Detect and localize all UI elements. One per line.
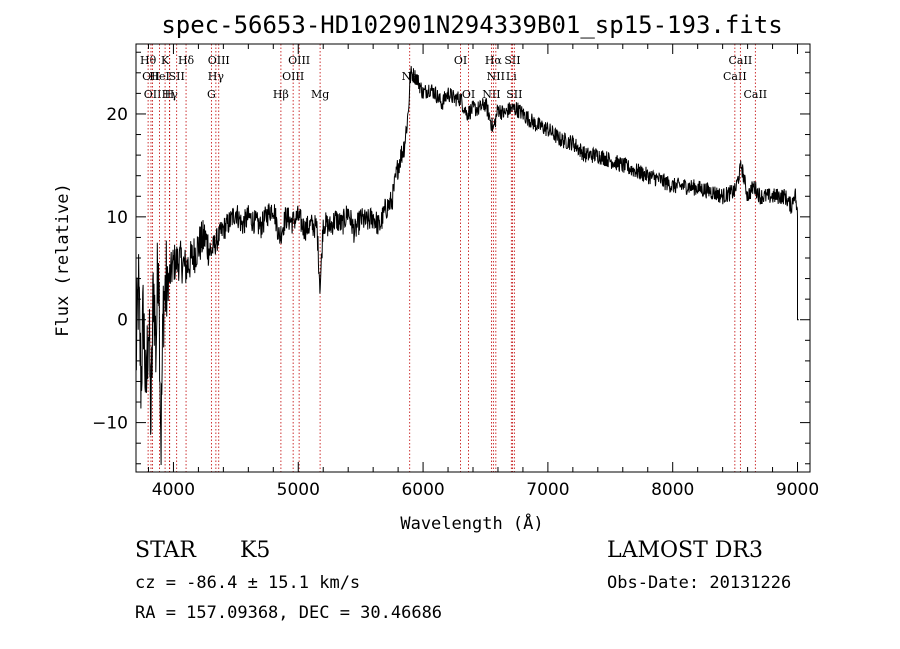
y-tick-label: 10 [106, 208, 128, 228]
observation-date: Obs-Date: 20131226 [607, 573, 792, 593]
spectral-line-label: CaII [723, 70, 747, 83]
emission-line-markers: HθOIIOIIHeIKHγHSIIHδGHγOIIIHβOIIIOIIIMgN… [140, 44, 767, 472]
spectral-line-label: Hβ [273, 88, 289, 101]
y-tick-label: 20 [106, 105, 128, 125]
spectral-line-label: OII [144, 88, 162, 101]
spectral-line-label: OIII [288, 54, 310, 67]
y-axis-label: Flux (relative) [53, 183, 73, 337]
y-tick-label: 0 [117, 311, 128, 331]
ra-dec-coordinates: RA = 157.09368, DEC = 30.46686 [135, 603, 443, 623]
chart-title: spec-56653-HD102901N294339B01_sp15-193.f… [161, 11, 782, 39]
spectral-line-label: Hδ [178, 54, 195, 67]
spectral-line-label: SII [169, 70, 185, 83]
spectral-line-label: SII [504, 54, 520, 67]
redshift-velocity: cz = -86.4 ± 15.1 km/s [135, 573, 361, 593]
axes: 4000 5000 6000 7000 8000 9000 −10 0 10 20 [92, 44, 819, 500]
spectral-line-label: OI [454, 54, 467, 67]
x-tick-label: 4000 [152, 480, 195, 500]
x-tick-label: 9000 [776, 480, 819, 500]
spectral-line-label: Hθ [140, 54, 157, 67]
x-axis-label: Wavelength (Å) [400, 512, 543, 534]
spectral-line-label: Li [506, 70, 517, 83]
spectral-line-label: Hγ [208, 70, 225, 83]
plot-frame [135, 43, 811, 473]
spectral-line-label: CaII [743, 88, 767, 101]
spectral-line-label: OIII [208, 54, 230, 67]
spectral-line-label: HeI [149, 70, 169, 83]
x-tick-label: 8000 [651, 480, 694, 500]
spectrum-line [135, 66, 799, 466]
spectrum-series [135, 66, 799, 466]
spectral-line-label: Mg [311, 88, 329, 101]
survey-name: LAMOST DR3 [607, 538, 763, 563]
y-tick-label: −10 [92, 414, 128, 434]
spectral-line-label: OII [142, 70, 160, 83]
spectral-line-label: OI [462, 88, 475, 101]
spectral-line-label: SII [506, 88, 522, 101]
spectral-line-label: NII [482, 88, 500, 101]
spectral-line-label: Hα [485, 54, 503, 67]
x-tick-label: 5000 [277, 480, 320, 500]
spectral-line-label: G [207, 88, 216, 101]
object-subclass: K5 [240, 538, 271, 563]
object-class: STAR [135, 538, 196, 563]
spectral-line-label: NII [487, 70, 505, 83]
spectral-line-label: CaII [729, 54, 753, 67]
spectral-line-label: OIII [282, 70, 304, 83]
spectral-line-label: Hγ [162, 88, 179, 101]
spectral-line-label: K [161, 54, 170, 67]
x-tick-label: 6000 [401, 480, 444, 500]
x-tick-label: 7000 [526, 480, 569, 500]
spectral-line-label: H [165, 88, 175, 101]
